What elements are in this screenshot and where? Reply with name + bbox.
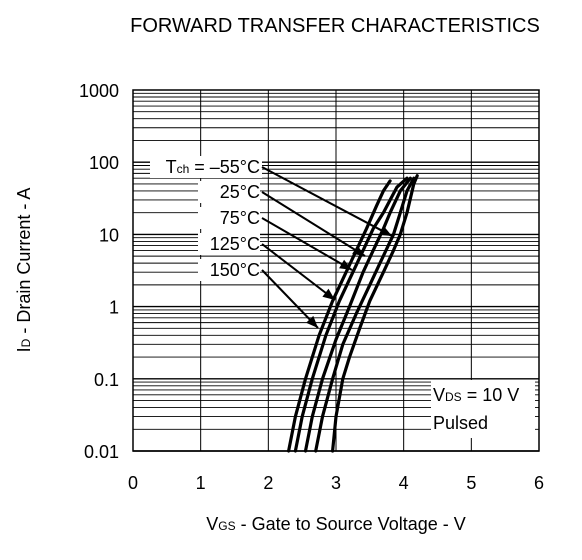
label-background (198, 233, 260, 255)
leader-line (261, 217, 353, 271)
leader-line (261, 243, 336, 301)
y-tick-label: 100 (89, 153, 119, 173)
series-line-2 (314, 176, 416, 453)
series-line-4 (293, 176, 409, 453)
leader-line (261, 269, 319, 329)
y-tick-label: 1000 (79, 81, 119, 101)
plot-frame (132, 89, 540, 452)
temperature-label-4: 125°C (210, 234, 260, 254)
leader-line (261, 191, 366, 257)
x-tick-label: 0 (128, 473, 138, 493)
y-tick-label: 0.1 (94, 370, 119, 390)
x-tick-label: 4 (399, 473, 409, 493)
arrowhead (352, 245, 365, 256)
grid-lines (133, 90, 539, 452)
temperature-label-2: 25°C (220, 182, 260, 202)
label-background (150, 156, 262, 178)
x-tick-label: 1 (196, 473, 206, 493)
temperature-label-1: Tch = –55°C (166, 157, 260, 177)
arrowhead (322, 288, 335, 300)
y-tick-label: 1 (109, 298, 119, 318)
x-tick-label: 2 (263, 473, 273, 493)
y-tick-labels: 0.01 0.1 1 10 100 1000 (79, 81, 119, 462)
y-tick-label: 10 (99, 225, 119, 245)
x-tick-label: 6 (534, 473, 544, 493)
chart-title: FORWARD TRANSFER CHARACTERISTICS (130, 15, 540, 37)
label-background (198, 181, 260, 203)
arrowhead (379, 226, 392, 236)
series-line-3 (303, 176, 412, 453)
temperature-label-3: 75°C (220, 208, 260, 228)
y-axis-label: ID - Drain Current - A (14, 188, 34, 353)
annotation-background (431, 380, 535, 438)
arrowhead (306, 315, 318, 328)
pulsed-annotation: Pulsed (433, 413, 488, 433)
x-axis-label: VGS - Gate to Source Voltage - V (206, 514, 465, 534)
x-tick-label: 5 (466, 473, 476, 493)
label-background (198, 259, 260, 281)
x-tick-labels: 0 1 2 3 4 5 6 (128, 473, 544, 493)
x-tick-label: 3 (331, 473, 341, 493)
y-tick-label: 0.01 (84, 442, 119, 462)
arrowhead (339, 259, 352, 270)
series-line-5 (287, 179, 392, 453)
label-background (198, 207, 260, 229)
temperature-label-5: 150°C (210, 260, 260, 280)
curve-group (287, 174, 419, 453)
series-line-1 (331, 174, 419, 453)
leader-line (261, 166, 393, 237)
vds-annotation: VDS = 10 V (433, 385, 519, 405)
temperature-labels: Tch = –55°C 25°C 75°C 125°C 150°C (150, 156, 393, 329)
